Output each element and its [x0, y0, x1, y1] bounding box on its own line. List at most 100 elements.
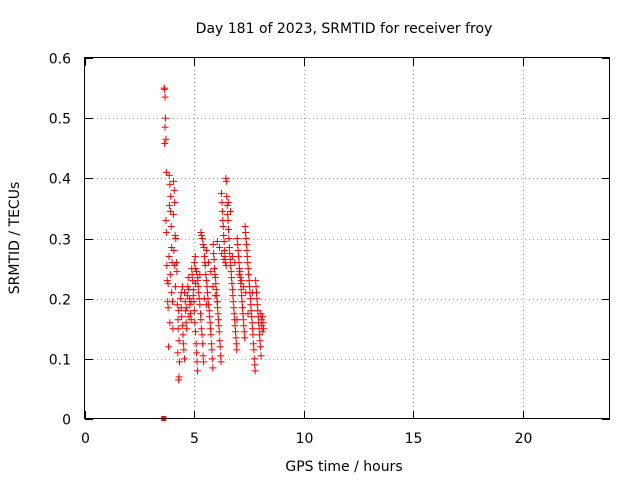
- data-point: [200, 358, 208, 366]
- y-tick-label: 0.4: [49, 172, 71, 188]
- data-point: [189, 292, 197, 300]
- data-point: [193, 367, 201, 375]
- data-point: [173, 301, 181, 309]
- data-point: [222, 177, 230, 185]
- data-point: [197, 325, 205, 333]
- axis-ticks: 0 0.1 0.2 0.3 0.4 0.5 0.6 0 5 10 15 20: [49, 52, 610, 447]
- x-tick-label: 5: [190, 431, 199, 447]
- data-point: [162, 168, 170, 176]
- data-point: [221, 247, 229, 255]
- data-point: [198, 235, 206, 242]
- data-point: [259, 319, 267, 327]
- data-point: [198, 231, 206, 239]
- data-point: [181, 289, 189, 297]
- data-point: [212, 286, 220, 294]
- data-point: [191, 328, 199, 336]
- data-point: [171, 231, 179, 239]
- data-point: [257, 310, 265, 318]
- data-point: [246, 295, 254, 303]
- data-point: [199, 340, 207, 348]
- y-tick-label: 0: [62, 413, 71, 429]
- data-point: [167, 222, 175, 230]
- data-point: [252, 277, 260, 285]
- data-point: [190, 307, 198, 315]
- data-point: [260, 325, 267, 333]
- data-point: [176, 295, 184, 303]
- y-tick-label: 0.2: [49, 293, 71, 309]
- data-point: [256, 337, 264, 345]
- data-point: [211, 265, 218, 273]
- data-point: [179, 340, 187, 348]
- data-point: [224, 210, 232, 218]
- data-point: [165, 201, 173, 209]
- data-point: [174, 316, 182, 324]
- data-point: [233, 235, 241, 242]
- data-point: [202, 301, 210, 309]
- grid-layer: [85, 58, 610, 419]
- data-point: [196, 271, 204, 279]
- data-point: [252, 283, 260, 291]
- data-point: [171, 262, 179, 270]
- data-point: [169, 298, 176, 306]
- data-point: [249, 331, 257, 339]
- data-point: [163, 262, 171, 270]
- data-point: [228, 274, 236, 282]
- data-point: [169, 210, 177, 218]
- data-point: [196, 301, 204, 309]
- data-point: [180, 346, 188, 354]
- data-point: [208, 355, 216, 363]
- data-point: [247, 301, 255, 309]
- data-point: [166, 207, 174, 215]
- data-point: [233, 316, 241, 324]
- data-point: [170, 186, 178, 194]
- data-point: [251, 361, 259, 369]
- data-point: [167, 192, 175, 200]
- data-point: [247, 307, 255, 315]
- data-point: [227, 268, 235, 276]
- data-point: [235, 253, 243, 261]
- data-point: [246, 283, 253, 291]
- chart-title: Day 181 of 2023, SRMTID for receiver fro…: [196, 21, 493, 37]
- data-point: [197, 316, 205, 324]
- x-tick-label: 20: [515, 431, 533, 447]
- data-point: [193, 349, 201, 357]
- data-point: [162, 135, 170, 143]
- data-point: [199, 352, 207, 360]
- data-point: [202, 247, 210, 255]
- data-point: [211, 274, 219, 282]
- data-point: [192, 340, 200, 348]
- data-point: [163, 277, 171, 285]
- data-point: [234, 247, 242, 255]
- data-point: [211, 292, 219, 300]
- data-point: [245, 271, 253, 279]
- y-tick-label: 0.3: [49, 233, 71, 249]
- data-point: [223, 201, 231, 209]
- data-point: [207, 325, 215, 333]
- data-point: [204, 289, 211, 297]
- data-point: [232, 340, 240, 348]
- data-point: [162, 114, 169, 122]
- data-point: [202, 271, 210, 279]
- data-point: [235, 271, 243, 279]
- y-tick-label: 0.5: [49, 112, 71, 128]
- data-point: [166, 271, 174, 279]
- data-point: [178, 313, 186, 321]
- data-point: [237, 280, 245, 288]
- data-points: [160, 84, 267, 421]
- data-point: [232, 328, 239, 336]
- data-point: [187, 298, 195, 306]
- data-point: [191, 280, 199, 288]
- data-point: [186, 310, 194, 318]
- data-point: [258, 328, 266, 336]
- data-point: [207, 331, 215, 339]
- data-point: [165, 343, 173, 351]
- data-point: [197, 310, 204, 318]
- data-point: [236, 274, 244, 282]
- data-point: [219, 222, 227, 230]
- data-point: [226, 207, 234, 215]
- data-point: [205, 307, 213, 315]
- data-point: [182, 307, 190, 315]
- data-point: [245, 277, 253, 285]
- data-point: [185, 313, 193, 321]
